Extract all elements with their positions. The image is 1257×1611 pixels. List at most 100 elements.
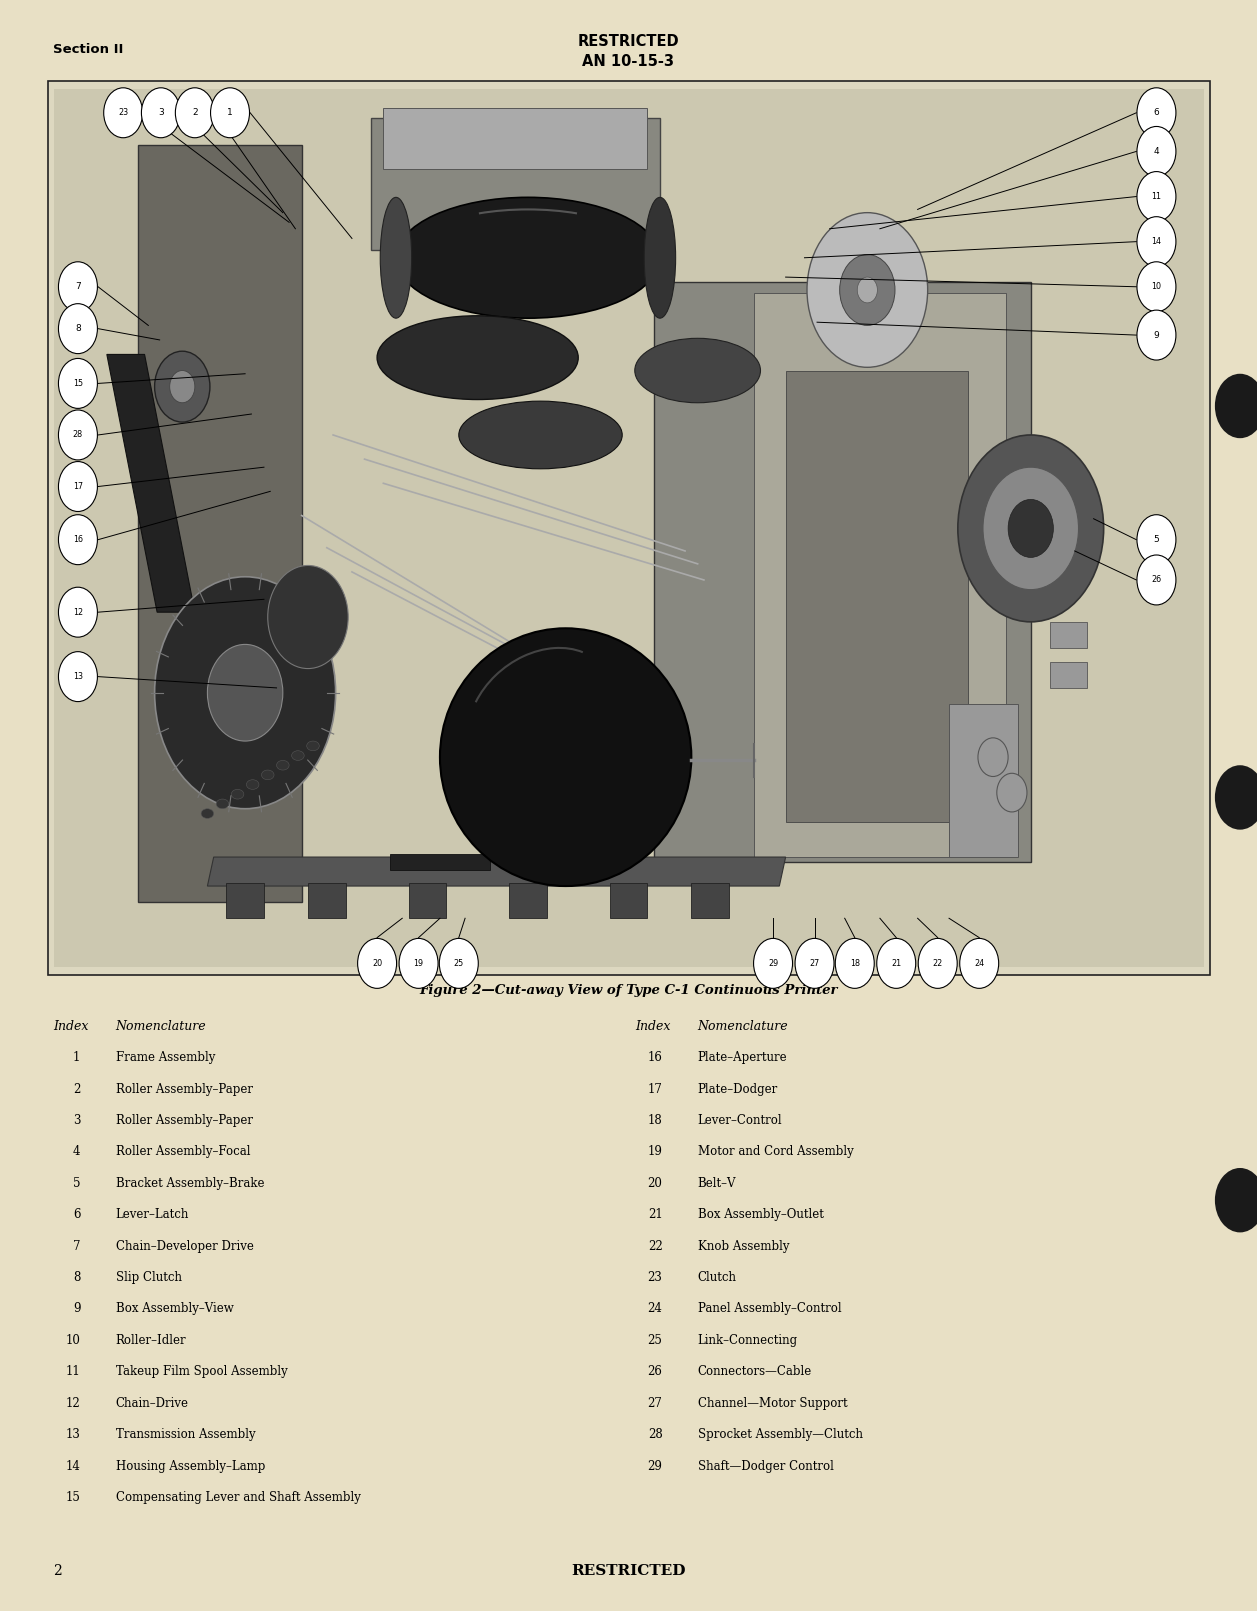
Circle shape — [918, 938, 958, 989]
Bar — [54, 89, 1204, 967]
Circle shape — [58, 263, 98, 313]
Circle shape — [155, 577, 336, 809]
Ellipse shape — [201, 809, 214, 818]
Ellipse shape — [261, 770, 274, 780]
Ellipse shape — [635, 338, 760, 403]
Text: 3: 3 — [158, 108, 163, 118]
Text: Frame Assembly: Frame Assembly — [116, 1052, 215, 1065]
Text: 19: 19 — [647, 1145, 662, 1158]
Ellipse shape — [459, 401, 622, 469]
Text: Belt–V: Belt–V — [698, 1176, 737, 1191]
Circle shape — [400, 938, 439, 989]
Text: 27: 27 — [810, 959, 820, 968]
Circle shape — [58, 652, 98, 702]
Text: 9: 9 — [73, 1302, 80, 1316]
Text: Roller Assembly–Paper: Roller Assembly–Paper — [116, 1083, 253, 1095]
Text: 24: 24 — [974, 959, 984, 968]
Text: Plate–Aperture: Plate–Aperture — [698, 1052, 787, 1065]
Circle shape — [983, 467, 1079, 590]
Text: Figure 2—Cut-away View of Type C-1 Continuous Printer: Figure 2—Cut-away View of Type C-1 Conti… — [420, 984, 837, 997]
Text: 11: 11 — [1151, 192, 1161, 201]
Text: 25: 25 — [647, 1334, 662, 1347]
Text: 16: 16 — [73, 535, 83, 545]
Bar — [371, 118, 660, 250]
Circle shape — [176, 89, 214, 137]
Text: Index: Index — [635, 1020, 670, 1033]
Bar — [691, 883, 729, 918]
Circle shape — [58, 588, 98, 638]
Bar — [754, 293, 1006, 857]
Text: 27: 27 — [647, 1397, 662, 1410]
Text: Sprocket Assembly—Clutch: Sprocket Assembly—Clutch — [698, 1429, 862, 1442]
Text: Lever–Latch: Lever–Latch — [116, 1208, 189, 1221]
Circle shape — [978, 738, 1008, 777]
Text: 15: 15 — [65, 1492, 80, 1505]
FancyBboxPatch shape — [138, 145, 302, 902]
Circle shape — [1138, 263, 1177, 313]
Circle shape — [268, 565, 348, 669]
Text: 14: 14 — [1151, 237, 1161, 246]
Circle shape — [207, 644, 283, 741]
Circle shape — [1138, 516, 1177, 564]
Ellipse shape — [377, 316, 578, 400]
Text: Channel—Motor Support: Channel—Motor Support — [698, 1397, 847, 1410]
Text: Roller–Idler: Roller–Idler — [116, 1334, 186, 1347]
Circle shape — [1138, 172, 1177, 221]
Text: 10: 10 — [1151, 282, 1161, 292]
Circle shape — [1138, 309, 1177, 359]
Text: 4: 4 — [1154, 147, 1159, 156]
Circle shape — [440, 938, 478, 989]
Text: 4: 4 — [73, 1145, 80, 1158]
Text: 21: 21 — [891, 959, 901, 968]
Text: 29: 29 — [647, 1460, 662, 1472]
Text: Plate–Dodger: Plate–Dodger — [698, 1083, 778, 1095]
Text: Slip Clutch: Slip Clutch — [116, 1271, 182, 1284]
Bar — [409, 883, 446, 918]
Ellipse shape — [440, 628, 691, 886]
Text: 2: 2 — [192, 108, 197, 118]
Circle shape — [753, 938, 793, 989]
Text: 18: 18 — [647, 1115, 662, 1128]
Text: 17: 17 — [647, 1083, 662, 1095]
Text: 2: 2 — [73, 1083, 80, 1095]
Text: 26: 26 — [647, 1366, 662, 1379]
Text: Index: Index — [53, 1020, 88, 1033]
Text: 13: 13 — [73, 672, 83, 681]
Polygon shape — [390, 854, 490, 870]
Circle shape — [58, 411, 98, 461]
Ellipse shape — [246, 780, 259, 789]
Text: Lever–Control: Lever–Control — [698, 1115, 782, 1128]
Text: 28: 28 — [73, 430, 83, 440]
Circle shape — [836, 938, 875, 989]
Circle shape — [796, 938, 835, 989]
Bar — [949, 704, 1018, 857]
Bar — [1050, 622, 1087, 648]
Bar — [1050, 662, 1087, 688]
Text: 24: 24 — [647, 1302, 662, 1316]
Circle shape — [104, 89, 143, 137]
Polygon shape — [107, 354, 195, 612]
Bar — [509, 883, 547, 918]
Text: Takeup Film Spool Assembly: Takeup Film Spool Assembly — [116, 1366, 288, 1379]
Circle shape — [211, 89, 249, 137]
Text: Roller Assembly–Focal: Roller Assembly–Focal — [116, 1145, 250, 1158]
Text: Chain–Developer Drive: Chain–Developer Drive — [116, 1240, 254, 1253]
Text: 10: 10 — [65, 1334, 80, 1347]
Text: 7: 7 — [73, 1240, 80, 1253]
Circle shape — [997, 773, 1027, 812]
Text: Panel Assembly–Control: Panel Assembly–Control — [698, 1302, 841, 1316]
Ellipse shape — [645, 198, 676, 317]
Text: 23: 23 — [118, 108, 128, 118]
Text: 23: 23 — [647, 1271, 662, 1284]
Bar — [48, 81, 1210, 975]
Text: Housing Assembly–Lamp: Housing Assembly–Lamp — [116, 1460, 265, 1472]
Text: 1: 1 — [73, 1052, 80, 1065]
Bar — [610, 883, 647, 918]
Text: Chain–Drive: Chain–Drive — [116, 1397, 189, 1410]
Text: Transmission Assembly: Transmission Assembly — [116, 1429, 255, 1442]
Text: Box Assembly–Outlet: Box Assembly–Outlet — [698, 1208, 823, 1221]
Text: 15: 15 — [73, 379, 83, 388]
Text: 7: 7 — [75, 282, 80, 292]
Text: 2: 2 — [53, 1564, 62, 1577]
Text: 20: 20 — [372, 959, 382, 968]
